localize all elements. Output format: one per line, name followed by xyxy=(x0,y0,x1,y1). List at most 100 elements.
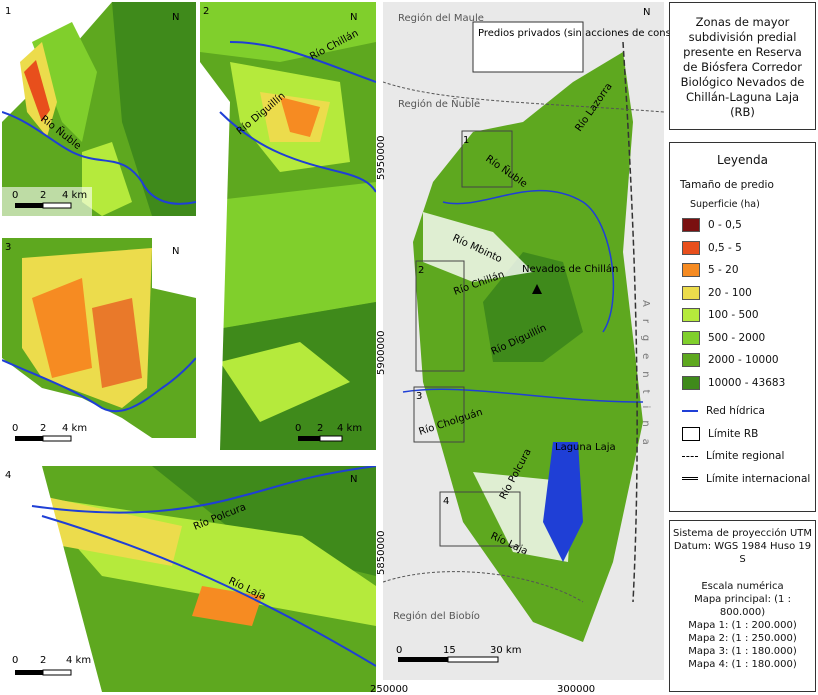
legend-item: 0,5 - 5 xyxy=(670,237,815,260)
legend-item: 0 - 0,5 xyxy=(670,214,815,237)
map-shape xyxy=(31,466,376,514)
legend-symbol xyxy=(682,455,698,457)
map-shape xyxy=(532,284,542,294)
north-label: N xyxy=(172,246,179,257)
map-label: 4 km xyxy=(62,190,87,201)
inset-locator: 4 xyxy=(443,496,449,507)
map-shape xyxy=(398,657,448,662)
x-coord: 250000 xyxy=(370,684,408,695)
map-label: 0 xyxy=(12,423,18,434)
map-shape xyxy=(622,41,638,603)
legend-swatch xyxy=(682,263,700,278)
legend-label: 5 - 20 xyxy=(708,264,739,277)
map-shape xyxy=(192,586,262,626)
map-shape xyxy=(220,342,350,422)
scale-heading: Escala numérica xyxy=(701,581,784,592)
legend-label: Red hídrica xyxy=(706,405,765,418)
scale-bar: 0 2 4 km xyxy=(12,655,91,676)
map-shape xyxy=(442,189,615,333)
scale-label: 15 xyxy=(443,645,456,656)
legend-item: 500 - 2000 xyxy=(670,327,815,350)
north-label: N xyxy=(643,7,650,18)
legend-label: 10000 - 43683 xyxy=(708,376,786,389)
feature-label: Nevados de Chillán xyxy=(522,263,618,275)
datum: Datum: WGS 1984 Huso 19 S xyxy=(673,541,812,565)
map-label: 0 xyxy=(295,423,301,434)
map-shape xyxy=(280,97,320,137)
inset-number: 1 xyxy=(5,6,11,17)
map-shape xyxy=(461,130,513,188)
legend-label: 20 - 100 xyxy=(708,286,752,299)
legend-item: Límite regional xyxy=(670,445,815,468)
scale-entry: Mapa 3: (1 : 180.000) xyxy=(688,646,797,657)
legend-item: 2000 - 10000 xyxy=(670,349,815,372)
feature-label: Laguna Laja xyxy=(555,442,616,453)
map-shape xyxy=(42,496,182,566)
map-label: 2 xyxy=(40,190,46,201)
north-label: N xyxy=(172,12,179,23)
map-shape xyxy=(483,252,583,362)
map-shape xyxy=(423,212,533,282)
scale-list: Mapa principal: (1 : 800.000) Mapa 1: (1 … xyxy=(670,593,815,671)
inset-locator: 3 xyxy=(416,391,422,402)
map-shape xyxy=(15,670,43,675)
map-label: 0 xyxy=(12,190,18,201)
map-label: 0 xyxy=(12,655,18,666)
inset-number: 2 xyxy=(203,6,209,17)
legend-symbol xyxy=(682,477,698,481)
y-coord: 5900000 xyxy=(376,330,387,375)
inset-3 xyxy=(2,238,196,438)
legend-item: 10000 - 43683 xyxy=(670,372,815,395)
map-shape xyxy=(32,278,92,378)
legend-label: Límite internacional xyxy=(706,472,811,485)
map-shape xyxy=(152,238,196,298)
legend-swatch xyxy=(682,375,700,390)
inset-locator: 2 xyxy=(418,265,424,276)
map-shape xyxy=(42,435,72,442)
legend-label: Límite regional xyxy=(706,450,785,463)
inset-locator: 1 xyxy=(463,135,469,146)
map-shape xyxy=(2,187,92,216)
map-shape xyxy=(42,202,72,209)
legend-classes: 0 - 0,5 0,5 - 5 5 - 20 20 - 100 100 - 500 500… xyxy=(670,214,815,394)
projection: Sistema de proyección UTM xyxy=(672,528,813,539)
legend-symbol xyxy=(682,426,700,441)
map-shape xyxy=(2,111,196,205)
map-shape xyxy=(112,2,196,216)
scale-bar: 0 2 4 km xyxy=(295,423,362,442)
map-shape xyxy=(15,436,43,441)
inset-1 xyxy=(2,2,196,216)
scale-bar: 0 2 4 km xyxy=(12,423,87,442)
scale-entry: Mapa principal: (1 : 800.000) xyxy=(694,594,791,618)
map-label: 4 km xyxy=(337,423,362,434)
map-shape xyxy=(42,669,72,676)
region-label: Región de Ñuble xyxy=(398,97,480,110)
legend-swatch xyxy=(682,218,700,233)
map-shape xyxy=(383,81,664,113)
region-label: Región del Maule xyxy=(398,12,484,24)
legend-label: 0,5 - 5 xyxy=(708,241,742,254)
legend-item: Red hídrica xyxy=(670,400,815,423)
title: Zonas de mayor subdivisión predial prese… xyxy=(669,2,816,130)
north-label: N xyxy=(350,12,357,23)
map-shape xyxy=(15,203,43,208)
map-shape xyxy=(472,21,584,73)
legend-item: 100 - 500 xyxy=(670,304,815,327)
legend-label: 0 - 0,5 xyxy=(708,219,742,232)
map-shape xyxy=(2,358,152,438)
legend-item: 20 - 100 xyxy=(670,282,815,305)
map-label: 2 xyxy=(317,423,323,434)
map-shape xyxy=(415,260,465,372)
north-label: N xyxy=(350,474,357,485)
legend-unit: Superficie (ha) xyxy=(690,199,760,210)
legend-symbol xyxy=(682,410,698,413)
map-label: 2 xyxy=(40,423,46,434)
map-shape xyxy=(219,111,376,193)
map-label: 4 km xyxy=(62,423,87,434)
legend: Leyenda Tamaño de predio Superficie (ha)… xyxy=(669,142,816,512)
legend-label: 2000 - 10000 xyxy=(708,354,779,367)
scale-label: 30 km xyxy=(490,645,521,656)
map-shape xyxy=(92,298,142,388)
map-shape xyxy=(200,2,376,62)
legend-swatch xyxy=(682,308,700,323)
